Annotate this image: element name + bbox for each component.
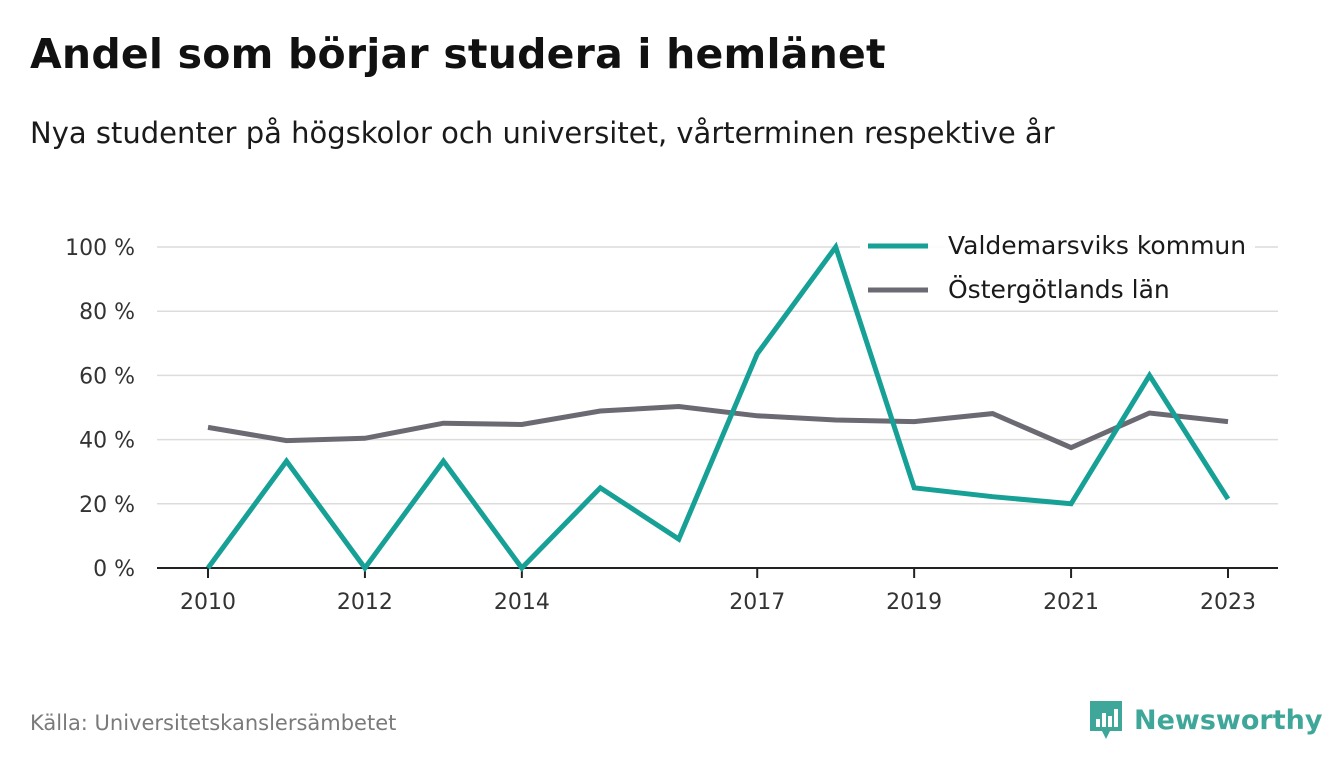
chart-title: Andel som börjar studera i hemlänet: [30, 30, 886, 78]
legend-label: Valdemarsviks kommun: [948, 231, 1246, 260]
source-note: Källa: Universitetskanslersämbetet: [30, 711, 397, 735]
x-tick-label: 2023: [1200, 590, 1256, 615]
x-tick-label: 2014: [494, 590, 550, 615]
legend-label: Östergötlands län: [948, 275, 1170, 304]
y-tick-label: 40 %: [79, 429, 135, 454]
y-tick-label: 80 %: [79, 300, 135, 325]
y-tick-label: 0 %: [93, 557, 135, 582]
series-lines: [205, 241, 1231, 573]
series-line: [207, 403, 1229, 451]
y-tick-label: 60 %: [79, 364, 135, 389]
y-tick-label: 100 %: [65, 236, 135, 261]
x-tick-label: 2019: [886, 590, 942, 615]
x-tick-label: 2017: [729, 590, 785, 615]
chart-subtitle: Nya studenter på högskolor och universit…: [30, 116, 1055, 150]
bar-chart-badge-icon: [1090, 701, 1122, 739]
series-line: [205, 241, 1231, 573]
legend: Valdemarsviks kommun Östergötlands län: [860, 214, 1255, 306]
x-tick-label: 2010: [180, 590, 236, 615]
brand-name: Newsworthy: [1134, 704, 1323, 736]
x-tick-label: 2021: [1043, 590, 1099, 615]
x-tick-label: 2012: [337, 590, 393, 615]
brand-logo: Newsworthy: [1088, 699, 1322, 741]
y-tick-label: 20 %: [79, 493, 135, 518]
axes: 0 % 20 % 40 % 60 % 80 % 100 % 2010 2012 2014 2017…: [65, 236, 1278, 615]
